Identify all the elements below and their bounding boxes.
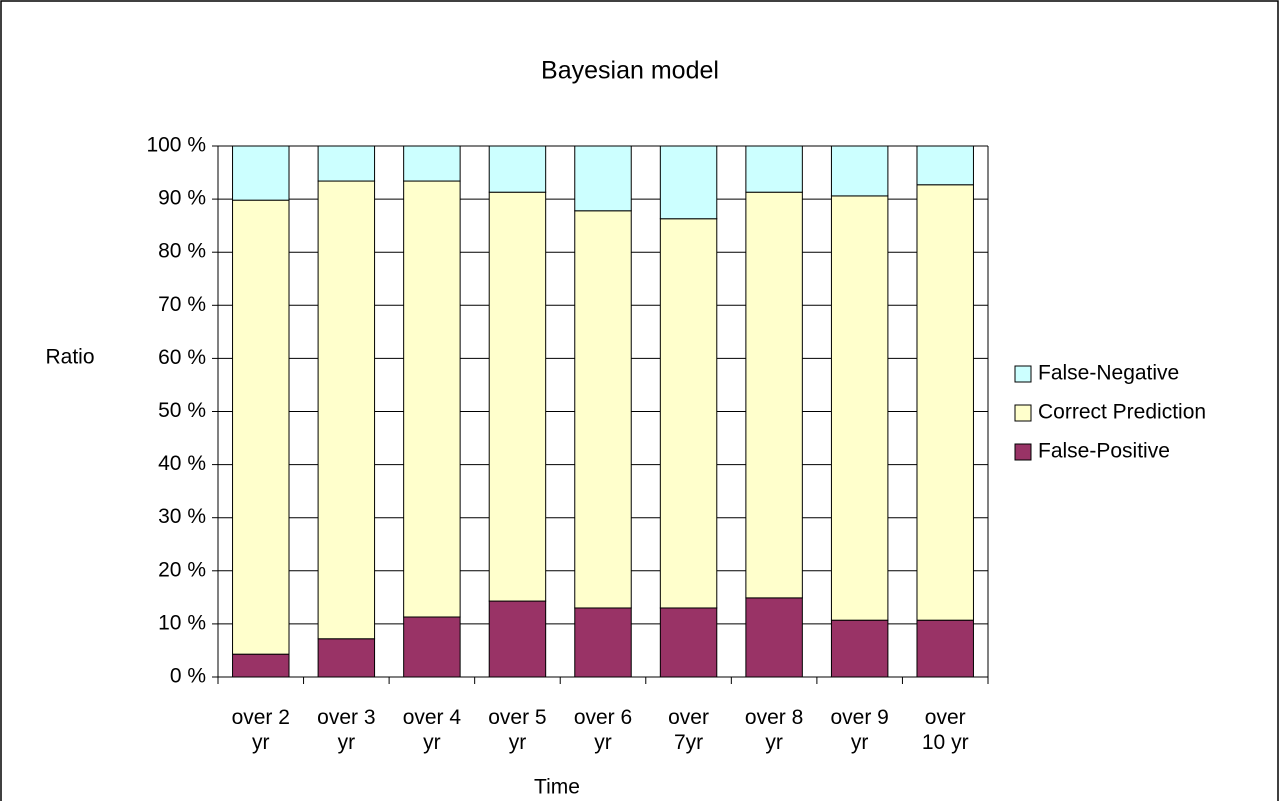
x-axis-title: Time: [534, 776, 580, 799]
y-tick-label: 60 %: [158, 346, 206, 369]
legend-label: False-Positive: [1038, 440, 1170, 463]
bar-segment: [488, 600, 547, 678]
bar-segment: [488, 145, 547, 193]
y-tick-label: 30 %: [158, 505, 206, 528]
legend-swatch: [1014, 443, 1032, 461]
x-tick-label: over 6 yr: [573, 706, 633, 754]
y-tick-label: 20 %: [158, 558, 206, 581]
bar-segment: [232, 653, 290, 678]
bar-segment: [317, 180, 376, 640]
bar-segment: [659, 145, 718, 220]
bar-segment: [403, 180, 461, 618]
y-tick-label: 0 %: [170, 665, 206, 688]
bar-segment: [830, 145, 889, 197]
bar-segment: [574, 145, 632, 212]
y-tick-label: 70 %: [158, 293, 206, 316]
x-tick-label: over 10 yr: [921, 706, 969, 754]
bar-segment: [574, 607, 632, 678]
bar-segment: [745, 145, 803, 193]
bar-segment: [659, 218, 718, 609]
y-tick-label: 40 %: [158, 452, 206, 475]
x-tick-label: over 4 yr: [402, 706, 462, 754]
bar-segment: [317, 145, 376, 182]
bar-segment: [659, 607, 718, 678]
x-tick-label: over 7yr: [668, 706, 709, 754]
bar-segment: [403, 616, 461, 678]
bar-segment: [488, 191, 547, 602]
y-axis-title: Ratio: [45, 346, 94, 369]
y-tick-label: 90 %: [158, 187, 206, 210]
legend-label: False-Negative: [1038, 362, 1179, 385]
bar-segment: [403, 145, 461, 182]
y-tick-label: 80 %: [158, 240, 206, 263]
y-tick-label: 10 %: [158, 611, 206, 634]
x-tick-label: over 5 yr: [488, 706, 547, 754]
x-tick-label: over 3 yr: [317, 706, 376, 754]
y-tick-label: 100 %: [146, 134, 206, 157]
bar-segment: [745, 191, 803, 599]
y-tick-label: 50 %: [158, 399, 206, 422]
bar-segment: [830, 619, 889, 678]
bar-segment: [574, 210, 632, 609]
bar-segment: [916, 145, 974, 186]
bar-segment: [830, 195, 889, 621]
x-tick-label: over 2 yr: [231, 706, 290, 754]
legend-swatch: [1014, 404, 1032, 422]
bar-segment: [745, 597, 803, 678]
bar-segment: [232, 145, 290, 201]
legend-label: Correct Prediction: [1038, 401, 1206, 424]
legend-swatch: [1014, 365, 1032, 383]
x-tick-label: over 9 yr: [830, 706, 889, 754]
bar-segment: [916, 619, 974, 678]
bar-segment: [232, 199, 290, 655]
x-tick-label: over 8 yr: [744, 706, 804, 754]
bar-segment: [916, 184, 974, 621]
bar-segment: [317, 638, 376, 678]
chart-title: Bayesian model: [541, 57, 719, 85]
